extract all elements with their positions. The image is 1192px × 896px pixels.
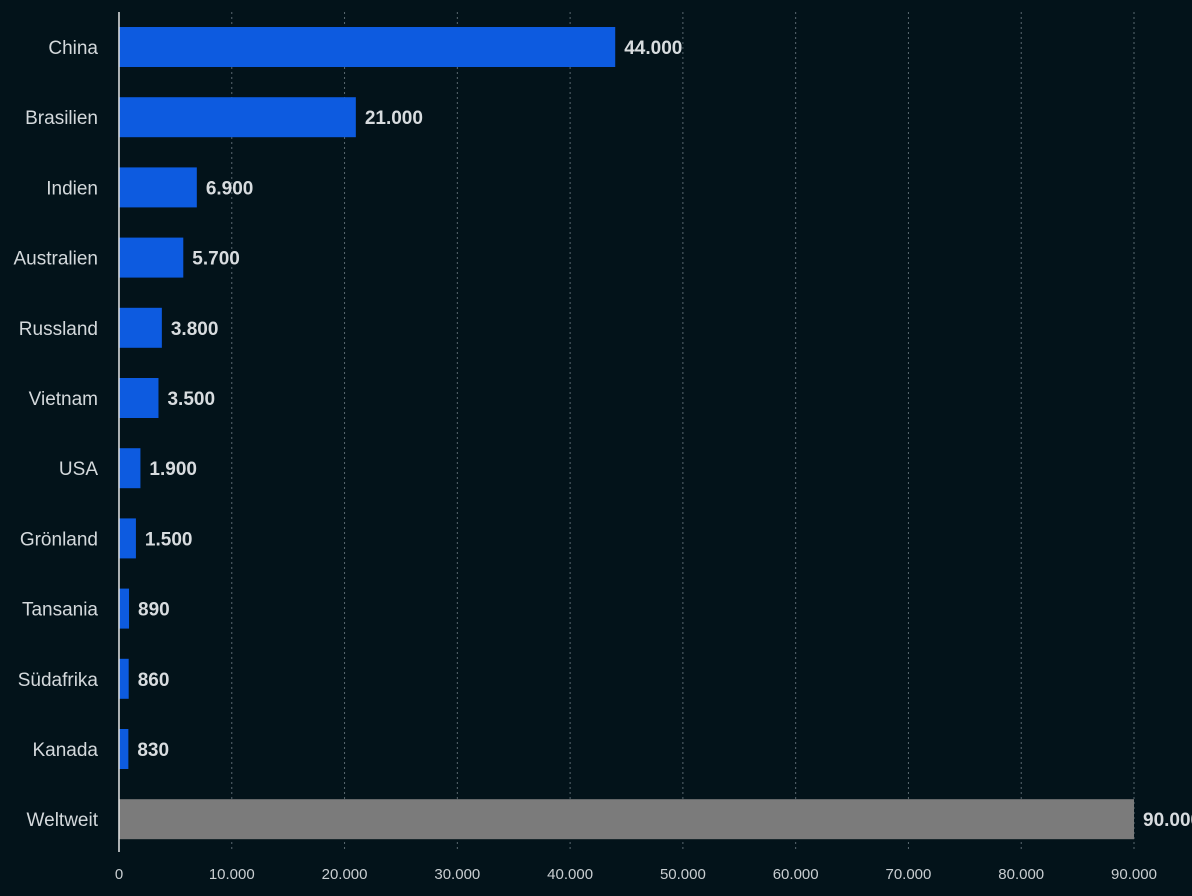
bar (119, 518, 136, 559)
category-label: Weltweit (27, 810, 99, 831)
category-label: Tansania (22, 600, 98, 621)
category-label: Südafrika (18, 670, 99, 691)
bar (119, 237, 184, 278)
data-label: 3.800 (171, 319, 219, 340)
category-label: Indien (46, 178, 98, 199)
bar (119, 167, 197, 208)
x-tick-label: 10.000 (209, 866, 255, 883)
data-label: 90.000 (1143, 810, 1192, 831)
data-label: 6.900 (206, 178, 254, 199)
bar (119, 588, 130, 629)
data-label: 890 (138, 600, 170, 621)
x-tick-label: 20.000 (322, 866, 368, 883)
bar (119, 448, 141, 489)
data-label: 44.000 (624, 38, 682, 59)
x-tick-label: 60.000 (773, 866, 819, 883)
category-label: China (48, 38, 98, 59)
bar (119, 307, 162, 348)
x-tick-label: 40.000 (547, 866, 593, 883)
category-label: Grönland (20, 529, 98, 550)
data-label: 830 (137, 740, 169, 761)
x-tick-label: 30.000 (434, 866, 480, 883)
x-tick-label: 0 (115, 866, 123, 883)
category-label: Kanada (32, 740, 98, 761)
data-label: 3.500 (167, 389, 215, 410)
data-label: 5.700 (192, 249, 240, 270)
category-label: Russland (19, 319, 98, 340)
bar (119, 97, 356, 138)
x-tick-label: 70.000 (885, 866, 931, 883)
data-label: 1.900 (149, 459, 197, 480)
category-label: USA (59, 459, 98, 480)
x-tick-label: 90.000 (1111, 866, 1157, 883)
category-label: Vietnam (29, 389, 98, 410)
data-label: 1.500 (145, 529, 193, 550)
category-label: Australien (14, 249, 99, 270)
bar (119, 799, 1134, 840)
data-label: 860 (138, 670, 170, 691)
bar (119, 378, 159, 418)
x-tick-label: 80.000 (998, 866, 1044, 883)
bar (119, 729, 129, 769)
category-label: Brasilien (25, 108, 98, 129)
bar (119, 658, 129, 699)
x-tick-label: 50.000 (660, 866, 706, 883)
data-label: 21.000 (365, 108, 423, 129)
bar (119, 27, 616, 67)
